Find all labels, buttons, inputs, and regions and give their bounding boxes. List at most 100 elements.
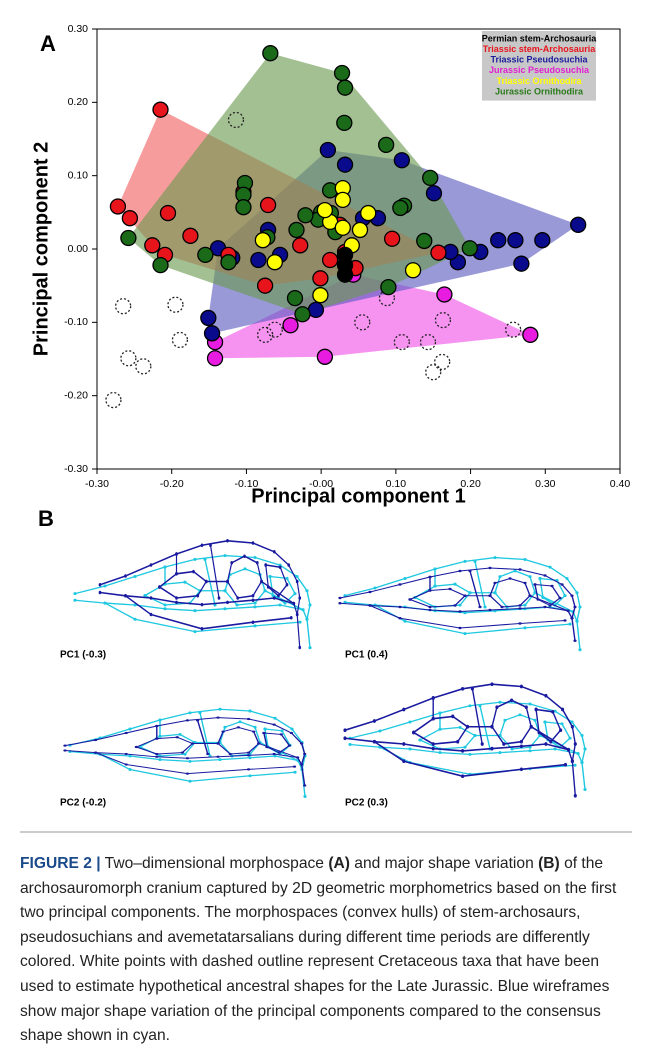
point: [422, 169, 439, 187]
y-tick-label: -0.20: [64, 389, 88, 401]
point: [490, 232, 507, 249]
point: [167, 296, 184, 313]
point: [197, 246, 214, 264]
caption-text: of the archosauromorph cranium captured …: [20, 855, 617, 1045]
figure: A B PC1 (-0.3) PC1 (0.4) PC2 (-0.2) PC2 …: [20, 23, 632, 833]
x-tick-label: -0.00: [309, 478, 333, 490]
point: [336, 266, 354, 283]
point: [378, 289, 396, 307]
caption-text: (A): [328, 855, 350, 872]
point: [135, 358, 152, 375]
point: [336, 114, 353, 132]
point: [200, 309, 217, 327]
point: [182, 227, 199, 244]
wireframe-label: PC2 (-0.2): [60, 798, 106, 809]
point: [419, 333, 437, 351]
shape-wireframe: [344, 683, 577, 797]
legend-entry: Triassic stem-Archosauria: [483, 44, 597, 54]
x-axis-title: Principal component 1: [251, 485, 465, 507]
wireframes: [64, 540, 586, 798]
point: [286, 289, 304, 307]
x-tick-label: 0.30: [535, 478, 556, 490]
consensus-wireframe: [344, 556, 581, 651]
point: [351, 221, 369, 239]
points: [105, 45, 587, 409]
point: [505, 321, 522, 338]
point: [312, 287, 329, 304]
point: [334, 191, 351, 209]
legend-entry: Permian stem-Archosauria: [482, 33, 598, 43]
point: [570, 216, 587, 233]
point: [392, 199, 409, 217]
point: [336, 156, 354, 173]
point: [404, 262, 422, 279]
y-tick-label: -0.10: [64, 316, 88, 328]
point: [144, 237, 161, 254]
point: [266, 254, 283, 271]
point: [425, 185, 443, 202]
point: [334, 219, 351, 236]
legend-box: [482, 31, 596, 101]
point: [256, 326, 274, 343]
wireframe-label: PC2 (0.3): [345, 798, 388, 809]
caption-label: FIGURE 2 |: [20, 855, 101, 872]
legend-entry: Jurassic Ornithodira: [495, 86, 584, 96]
point: [430, 244, 447, 261]
point: [288, 221, 305, 239]
x-tick-label: -0.30: [85, 478, 109, 490]
point: [434, 311, 452, 329]
point: [297, 207, 314, 224]
x-tick-label: 0.40: [610, 478, 631, 490]
x-tick-label: 0.20: [460, 478, 481, 490]
legend-entry: Triassic Ornithodira: [496, 76, 582, 86]
point: [434, 353, 451, 371]
point: [312, 270, 329, 287]
point: [109, 198, 127, 215]
point: [316, 348, 334, 365]
wireframe-label: PC1 (-0.3): [60, 650, 106, 661]
panel-label: A: [40, 31, 56, 56]
point: [235, 199, 252, 216]
point: [321, 251, 339, 269]
point: [534, 232, 551, 249]
caption-text: and major shape variation: [349, 855, 539, 872]
point: [380, 278, 397, 296]
point: [316, 201, 334, 219]
point: [159, 204, 177, 222]
point: [319, 141, 337, 159]
point: [425, 364, 442, 381]
point: [220, 254, 237, 271]
point: [292, 237, 309, 254]
caption-text: (B): [538, 855, 560, 872]
y-axis-title: Principal component 2: [30, 142, 52, 356]
point: [507, 232, 524, 249]
point: [393, 333, 410, 351]
point: [120, 350, 137, 367]
point: [254, 232, 272, 249]
legend-entry: Triassic Pseudosuchia: [490, 55, 588, 65]
point: [152, 101, 169, 118]
convex-hull: [215, 274, 531, 359]
point: [121, 210, 139, 227]
point: [294, 306, 311, 323]
point: [120, 229, 137, 247]
point: [227, 111, 245, 129]
point: [360, 204, 377, 222]
x-tick-label: -0.20: [160, 478, 184, 490]
caption-text: Two–dimensional morphospace: [100, 855, 329, 872]
point: [259, 196, 277, 214]
shape-wireframe: [64, 716, 306, 787]
y-tick-label: -0.30: [64, 463, 88, 475]
point: [206, 350, 224, 367]
point: [383, 230, 401, 247]
x-tick-label: 0.10: [386, 478, 407, 490]
point: [393, 152, 410, 169]
wireframe-label: PC1 (0.4): [345, 650, 388, 661]
point: [105, 391, 122, 409]
y-tick-label: 0.30: [68, 23, 89, 35]
x-tick-label: -0.10: [234, 478, 258, 490]
point: [377, 136, 395, 154]
y-tick-label: 0.00: [68, 243, 89, 255]
point: [416, 232, 433, 250]
